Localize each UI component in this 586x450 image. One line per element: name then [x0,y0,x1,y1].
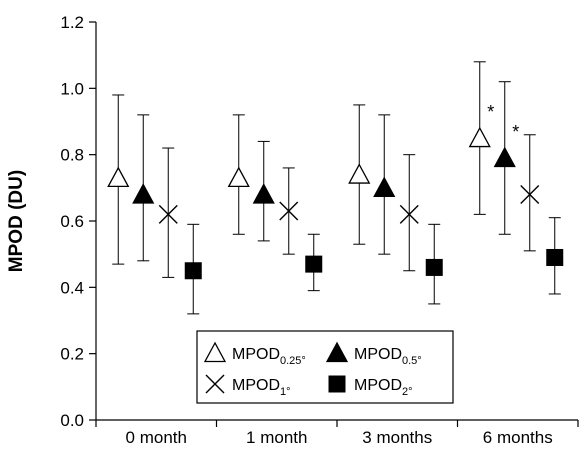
y-tick-label: 1.0 [60,79,84,98]
legend-label: MPOD2° [354,377,413,398]
legend-label-main: MPOD [354,377,402,394]
legend-marker [205,374,225,394]
significance-marker: * [487,102,494,122]
legend-label-main: MPOD [232,377,280,394]
legend-label-main: MPOD [232,346,280,363]
data-point [158,204,178,224]
x-tick-label: 3 months [362,428,432,447]
x-marker-stroke [520,184,540,204]
y-tick-label: 0.8 [60,146,84,165]
data-point [373,176,396,197]
legend-label: MPOD0.25° [232,346,306,367]
data-point [252,183,275,204]
data-point [493,146,516,168]
significance-marker: * [512,122,519,142]
legend: MPOD0.25° MPOD0.5°MPOD1° MPOD2° [196,330,454,404]
data-point [279,201,299,221]
y-tick-label: 0.4 [60,278,84,297]
plot-marks: ** [107,61,564,315]
legend-label-subscript: 0.25° [280,355,306,367]
legend-label-subscript: 1° [280,386,291,398]
data-point [520,184,540,204]
legend-label: MPOD0.5° [354,346,422,367]
legend-marker [203,341,227,363]
x-marker-stroke [205,374,225,394]
error-bar [403,154,416,272]
legend-label-main: MPOD [354,346,402,363]
y-tick-label: 0.2 [60,345,84,364]
error-bar [523,134,536,252]
legend-label-subscript: 2° [402,386,413,398]
data-point [107,166,130,188]
x-marker-stroke [279,201,299,221]
legend-box [196,330,454,404]
y-tick-label: 0.6 [60,212,84,231]
y-axis-title: MPOD (DU) [6,170,27,272]
legend-marker [325,341,349,363]
legend-label-subscript: 0.5° [402,355,422,367]
y-tick-label: 1.2 [60,13,84,32]
error-bar [162,147,175,278]
data-point [184,262,202,280]
x-tick-label: 0 month [126,428,187,447]
data-point [227,166,250,188]
data-point [305,255,323,273]
data-point [399,204,419,224]
data-point [468,126,491,148]
data-point [425,258,443,276]
y-tick-label: 0.0 [60,411,84,430]
data-point [546,248,564,266]
x-tick-label: 1 month [246,428,307,447]
x-tick-label: 6 months [483,428,553,447]
x-marker-stroke [399,204,419,224]
x-marker-stroke [158,204,178,224]
legend-label: MPOD1° [232,377,291,398]
legend-marker [328,375,346,393]
data-point [348,163,371,184]
axes: 0.0 0.2 0.4 0.6 0.8 1.0 1.2 0 month 1 month 3 mon… [60,13,579,447]
data-point [132,183,155,204]
